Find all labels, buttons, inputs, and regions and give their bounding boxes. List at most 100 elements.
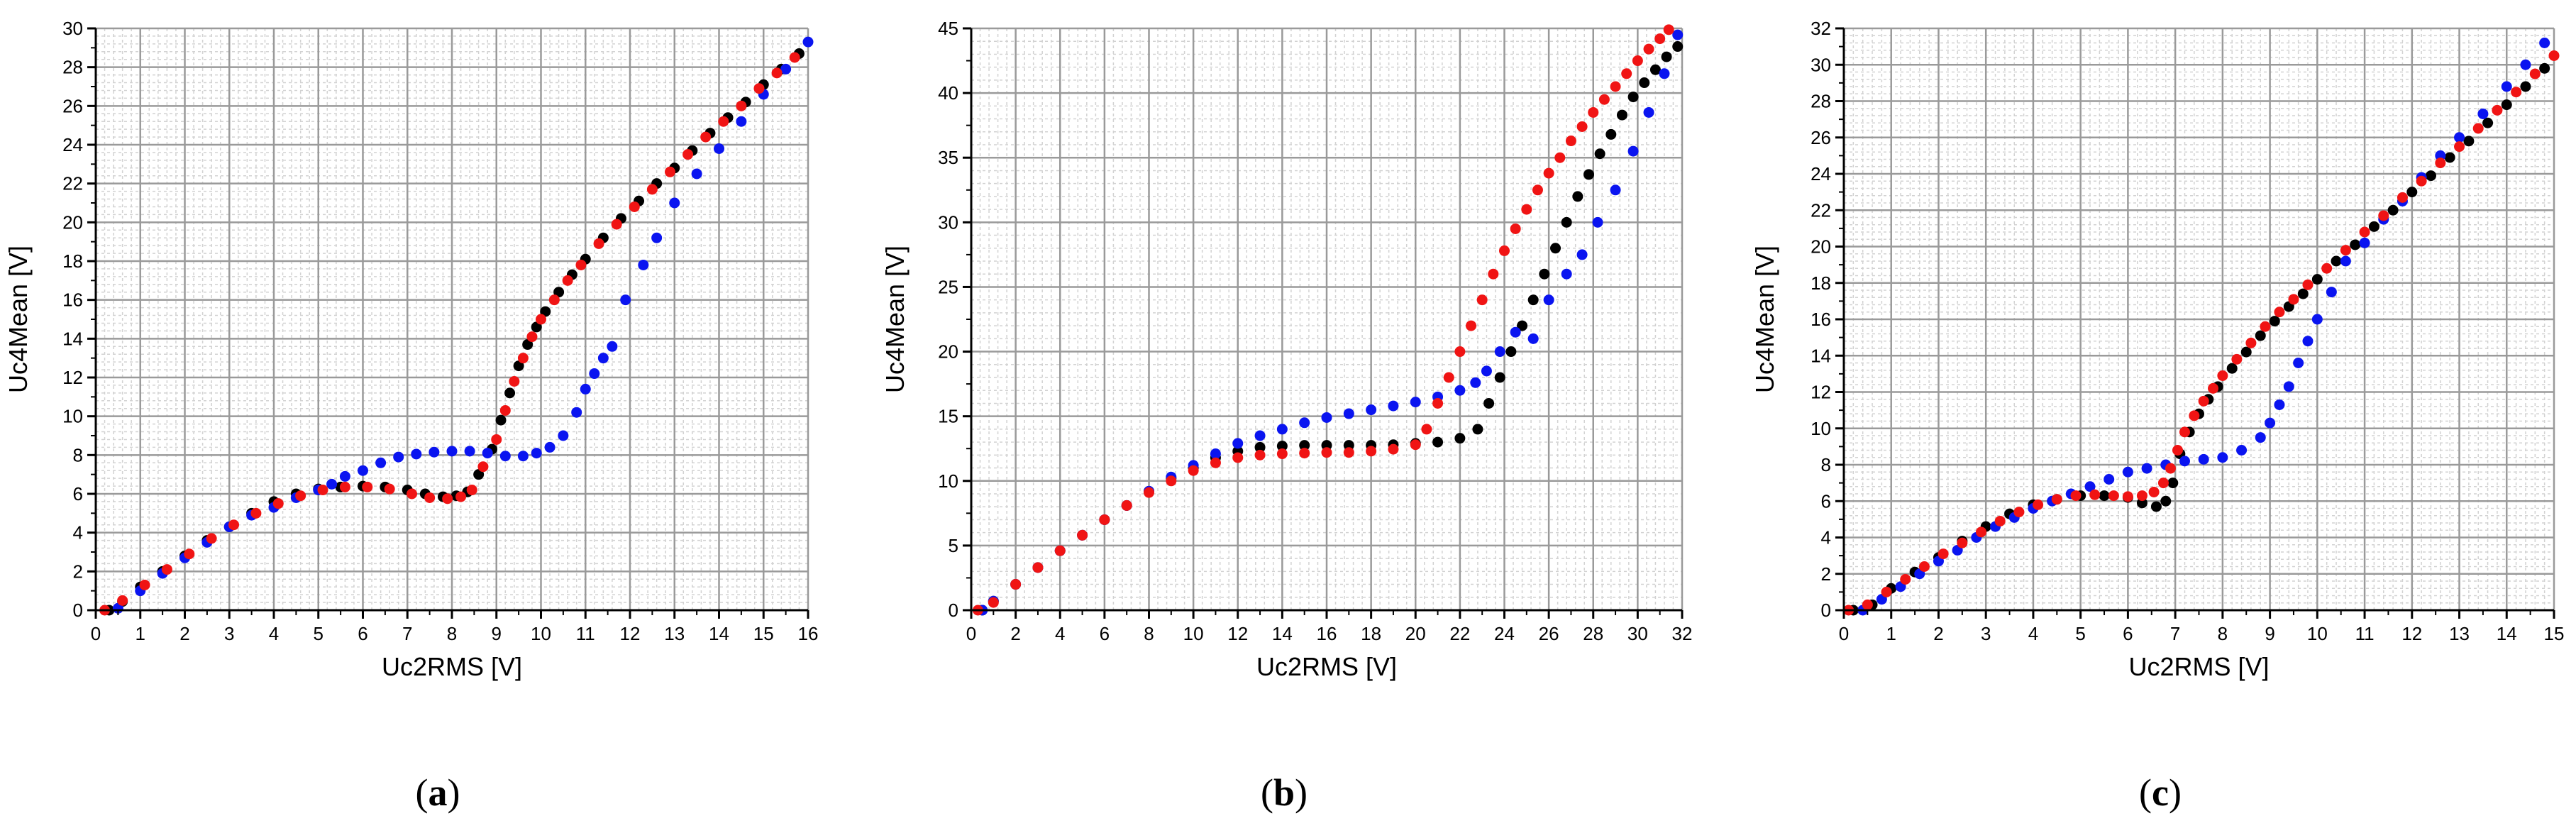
data-point-red (1188, 465, 1199, 476)
data-point-blue (571, 407, 582, 418)
data-point-blue (2311, 314, 2323, 325)
y-tick-label: 32 (1811, 18, 1831, 39)
data-point-blue (429, 446, 440, 458)
y-tick-label: 4 (73, 522, 83, 544)
data-point-black (1672, 41, 1684, 53)
data-point-red (629, 201, 640, 212)
data-point-red (1543, 167, 1554, 179)
data-point-red (2492, 104, 2503, 116)
x-tick-label: 1 (136, 623, 145, 644)
data-point-blue (2435, 150, 2446, 161)
data-point-blue (1627, 145, 1639, 157)
data-point-blue (1343, 408, 1354, 419)
x-tick-label: 28 (1583, 623, 1603, 644)
data-point-black (2425, 170, 2436, 182)
data-point-blue (1510, 326, 1521, 338)
data-point-red (1643, 43, 1654, 55)
data-point-red (250, 507, 262, 519)
data-point-black (1299, 440, 1310, 451)
data-point-red (1299, 448, 1310, 459)
data-point-black (2269, 316, 2280, 327)
y-tick-label: 22 (1811, 199, 1831, 221)
data-point-red (1881, 586, 1892, 597)
data-point-red (455, 491, 467, 502)
y-tick-label: 28 (1811, 91, 1831, 112)
data-point-red (424, 492, 436, 503)
y-tick-label: 24 (1811, 163, 1831, 184)
data-point-black (1539, 268, 1550, 280)
y-tick-label: 10 (62, 406, 83, 427)
data-point-black (513, 360, 524, 372)
x-tick-label: 5 (2075, 623, 2085, 644)
data-point-red (1276, 448, 1288, 460)
data-point-blue (517, 451, 529, 462)
y-tick-label: 8 (1821, 454, 1831, 475)
x-tick-label: 32 (1672, 623, 1693, 644)
x-tick-label: 11 (576, 623, 595, 644)
x-tick-label: 4 (2028, 623, 2038, 644)
data-point-black (1254, 441, 1266, 453)
data-point-red (536, 314, 546, 325)
data-point-blue (2265, 417, 2276, 429)
caption-letter: c (2152, 771, 2169, 814)
series-red (1843, 50, 2560, 616)
data-point-black (2539, 62, 2550, 74)
data-point-blue (620, 294, 631, 306)
data-point-blue (464, 446, 475, 457)
data-point-black (473, 469, 485, 480)
data-point-red (1588, 106, 1599, 118)
x-tick-label: 10 (2307, 623, 2328, 644)
data-point-red (1554, 152, 1566, 163)
data-point-blue (1299, 417, 1310, 429)
data-point-red (753, 83, 765, 94)
data-point-red (1576, 121, 1588, 132)
data-point-red (1499, 245, 1510, 256)
x-tick-label: 12 (1227, 623, 1248, 644)
y-tick-label: 8 (73, 444, 83, 465)
caption-open-paren: ( (2139, 771, 2152, 814)
data-point-red (2148, 486, 2160, 497)
data-point-red (2321, 263, 2333, 274)
data-point-blue (597, 353, 609, 364)
data-point-red (1388, 443, 1399, 455)
data-point-black (1505, 346, 1517, 358)
data-point-red (1232, 452, 1244, 463)
x-tick-label: 5 (314, 623, 324, 644)
data-point-black (1661, 51, 1672, 62)
data-point-red (1510, 223, 1521, 234)
caption-close-paren: ) (448, 771, 460, 814)
data-point-red (2397, 192, 2408, 203)
data-point-red (2189, 410, 2200, 421)
panel-caption: (a) (416, 771, 460, 814)
data-point-blue (2255, 432, 2266, 443)
x-axis-title: Uc2RMS [V] (2128, 652, 2269, 681)
y-tick-label: 20 (1811, 236, 1831, 258)
y-tick-label: 28 (62, 57, 83, 78)
data-point-blue (1643, 106, 1654, 118)
data-point-black (2167, 478, 2179, 489)
data-point-blue (2217, 452, 2228, 463)
x-tick-label: 12 (2401, 623, 2422, 644)
x-tick-label: 6 (358, 623, 367, 644)
data-point-black (540, 306, 551, 317)
data-point-red (1121, 500, 1132, 511)
data-point-red (2529, 68, 2541, 79)
chart-panel-a: 0 1 2 3 4 5 6 7 8 9 10 11 12 13 14 15 160246810121416182… (4, 18, 818, 814)
x-tick-label: 0 (91, 623, 101, 644)
data-point-red (2288, 294, 2299, 305)
data-point-blue (326, 478, 338, 490)
data-point-red (272, 498, 284, 509)
y-tick-label: 30 (1811, 54, 1831, 75)
data-point-red (1144, 487, 1154, 498)
data-point-red (1166, 475, 1177, 487)
x-tick-label: 0 (1839, 623, 1849, 644)
x-tick-label: 15 (2544, 623, 2565, 644)
caption-close-paren: ) (1295, 771, 1308, 814)
data-point-red (2013, 507, 2025, 518)
data-point-blue (1410, 397, 1421, 408)
data-point-black (1550, 243, 1561, 254)
x-tick-label: 20 (1405, 623, 1426, 644)
data-point-blue (2104, 474, 2115, 485)
data-point-red (228, 519, 240, 531)
x-tick-label: 18 (1361, 623, 1381, 644)
